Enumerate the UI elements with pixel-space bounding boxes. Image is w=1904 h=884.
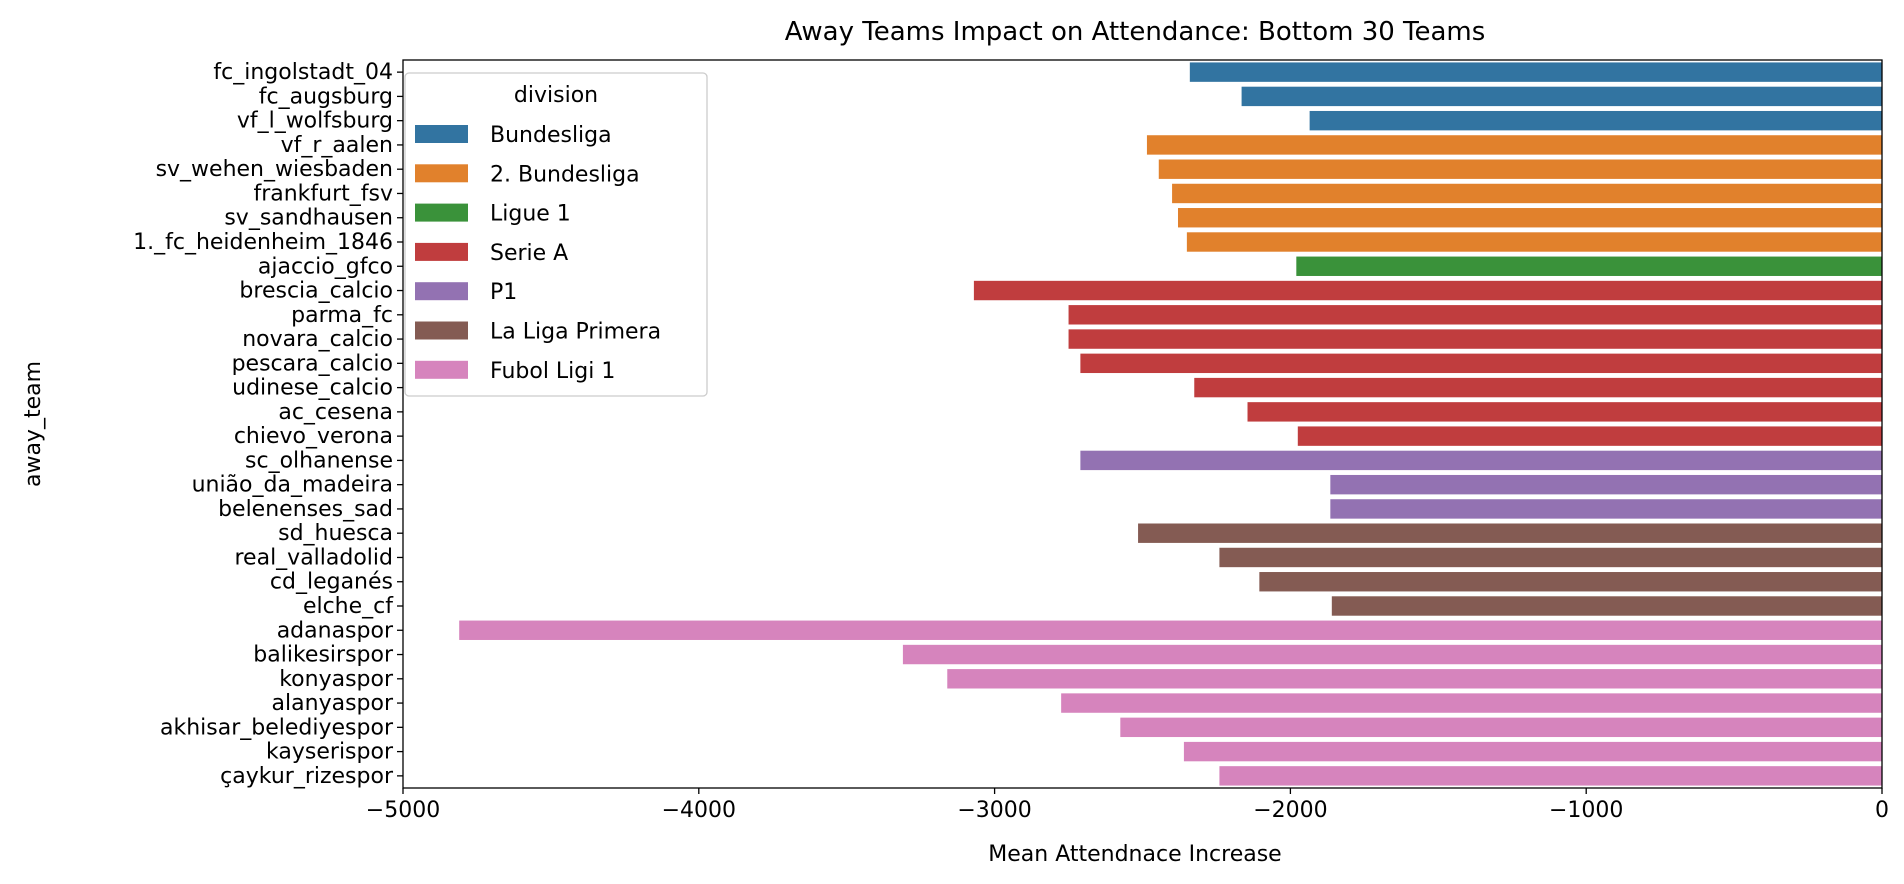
x-tick-label: −1000 [1549,798,1623,823]
legend-entry-label: Ligue 1 [490,202,571,227]
y-tick-label-alanyaspor: alanyaspor [272,691,394,716]
bar-ac_cesena [1247,402,1882,422]
y-tick-label-fc_ingolstadt_04: fc_ingolstadt_04 [213,60,393,85]
legend-items: Bundesliga 2. Bundesliga Ligue 1 Serie A P1 L… [415,123,661,384]
y-axis-label: away_team [21,361,46,487]
legend-swatch [415,125,468,143]
x-axis-label: Mean Attendnace Increase [988,842,1281,867]
bar-elche_cf [1331,596,1882,616]
y-tick-label-kayserispor: kayserispor [266,740,394,765]
bar-brescia_calcio [973,280,1882,301]
plot-frame [402,59,1883,789]
y-tick-label-cd_leganés: cd_leganés [270,570,393,595]
y-tick-label-balikesirspor: balikesirspor [253,643,394,668]
legend-swatch [415,321,468,340]
y-tick-label-adanaspor: adanaspor [277,618,394,643]
legend-box [404,72,708,397]
bar-belenenses_sad [1330,499,1882,519]
x-tick-label: 0 [1875,798,1889,823]
x-ticks: −5000 −4000 −3000 −2000 −1000 0 [366,788,1889,823]
bar-novara_calcio [1068,329,1882,349]
bar-real_valladolid [1219,547,1882,568]
legend-swatch [415,360,468,379]
bar-frankfurt_fsv [1172,183,1882,204]
y-tick-label-frankfurt_fsv: frankfurt_fsv [253,181,393,206]
y-tick-label-sd_huesca: sd_huesca [278,521,393,546]
y-tick-labels: fc_ingolstadt_04fc_augsburgvf_l_wolfsbur… [133,60,403,789]
y-tick-label-vf_l_wolfsburg: vf_l_wolfsburg [237,109,393,134]
bar-konyaspor [947,669,1882,689]
bar-vf_r_aalen [1146,135,1882,155]
y-tick-label-novara_calcio: novara_calcio [242,327,393,352]
y-tick-label-belenenses_sad: belenenses_sad [218,497,393,522]
x-tick-label: −3000 [957,798,1031,823]
y-tick-label-konyaspor: konyaspor [279,667,394,692]
y-tick-label-vf_r_aalen: vf_r_aalen [281,133,393,158]
legend-title: division [514,83,598,108]
bar-1._fc_heidenheim_1846 [1186,232,1882,252]
x-tick-label: −4000 [662,798,736,823]
y-tick-label-chievo_verona: chievo_verona [234,424,393,449]
y-tick-label-udinese_calcio: udinese_calcio [232,376,393,401]
y-tick-label-sv_sandhausen: sv_sandhausen [224,206,393,231]
bar-çaykur_rizespor [1219,766,1882,786]
bar-união_da_madeira [1330,474,1882,495]
y-tick-label-ac_cesena: ac_cesena [278,400,393,425]
y-tick-label-parma_fc: parma_fc [291,303,393,328]
y-tick-label-sv_wehen_wiesbaden: sv_wehen_wiesbaden [156,157,393,182]
bar-sc_olhanense [1080,450,1882,471]
y-tick-label-akhisar_belediyespor: akhisar_belediyespor [160,715,394,740]
bar-adanaspor [459,620,1882,640]
legend-entry-label: 2. Bundesliga [490,162,640,187]
bar-fc_ingolstadt_04 [1189,62,1882,82]
y-tick-label-fc_augsburg: fc_augsburg [259,84,393,109]
y-tick-label-ajaccio_gfco: ajaccio_gfco [258,254,393,279]
y-tick-label-pescara_calcio: pescara_calcio [232,351,393,376]
bar-pescara_calcio [1080,353,1882,374]
y-tick-label-brescia_calcio: brescia_calcio [239,279,393,304]
chart-title: Away Teams Impact on Attendance: Bottom … [785,17,1486,47]
x-tick-label: −5000 [366,798,440,823]
legend-entry-label: Bundesliga [490,123,612,148]
legend-swatch [415,282,468,301]
bars-layer [459,62,1882,786]
y-tick-label-çaykur_rizespor: çaykur_rizespor [220,764,394,789]
y-tick-label-real_valladolid: real_valladolid [234,545,393,570]
bar-kayserispor [1183,741,1882,762]
legend-entry-label: Fubol Ligi 1 [490,359,615,384]
legend-entry-label: La Liga Primera [490,320,661,345]
bar-parma_fc [1068,305,1882,325]
bar-sv_wehen_wiesbaden [1158,159,1882,179]
bar-sv_sandhausen [1177,208,1882,228]
bar-fc_augsburg [1241,86,1882,107]
bar-sd_huesca [1138,523,1882,543]
bar-ajaccio_gfco [1296,256,1882,276]
x-tick-label: −2000 [1253,798,1327,823]
bar-akhisar_belediyespor [1120,717,1882,738]
bar-chievo_verona [1297,426,1882,446]
y-tick-label-sc_olhanense: sc_olhanense [245,448,393,473]
bar-udinese_calcio [1194,377,1882,398]
legend-entry-label: Serie A [490,241,568,266]
legend-swatch [415,242,468,261]
bar-vf_l_wolfsburg [1309,110,1882,131]
legend-swatch [415,164,468,183]
bar-cd_leganés [1259,572,1882,592]
y-tick-label-elche_cf: elche_cf [303,594,394,619]
y-tick-label-1._fc_heidenheim_1846: 1._fc_heidenheim_1846 [133,230,393,255]
legend-swatch [415,203,468,222]
legend: division Bundesliga 2. Bundesliga Ligue 1 S… [404,72,708,397]
bar-balikesirspor [902,644,1882,665]
y-tick-label-união_da_madeira: união_da_madeira [192,473,393,498]
legend-entry-label: P1 [490,280,517,305]
bar-alanyaspor [1061,693,1882,713]
